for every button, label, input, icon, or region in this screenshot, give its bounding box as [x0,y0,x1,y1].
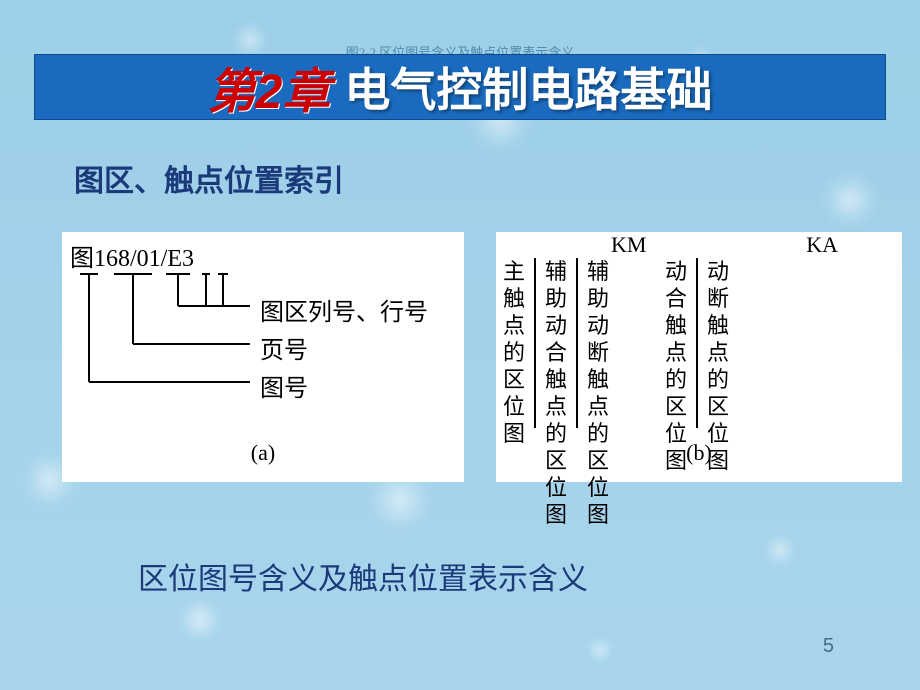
column-gap [612,258,662,428]
diagram-a-caption: (a) [62,440,464,466]
diagram-b-caption: (b) [496,440,902,466]
chapter-title-text: 电气控制电路基础 [344,54,712,120]
diagram-b-header-ka: KA [806,232,838,258]
diagram-b-header-km: KM [611,232,646,258]
chapter-title-bar: 第2章 电气控制电路基础 [34,54,886,120]
diagram-b-col-1: 主触点的区位图 [500,258,528,428]
column-divider [576,258,578,428]
figure-caption: 区位图号含义及触点位置表示含义 [138,554,588,598]
column-divider [534,258,536,428]
diagram-b-col-2: 辅助动合触点的区位图 [542,258,570,428]
diagram-b-columns: 主触点的区位图 辅助动合触点的区位图 辅助动断触点的区位图 动合触点的区位图 动… [500,258,732,428]
diagram-a-callout-3: 图号 [260,368,308,403]
chapter-number: 第2章 [208,52,331,122]
diagram-a-callout-1: 图区列号、行号 [260,292,428,327]
diagram-b-col-4: 动合触点的区位图 [662,258,690,428]
page-number: 5 [823,635,834,658]
column-divider [696,258,698,428]
section-subtitle: 图区、触点位置索引 [74,156,344,200]
diagram-a: 图168/01/E3 图区列号、行号 页号 图号 (a) [62,232,464,482]
diagram-b-col-5: 动断触点的区位图 [704,258,732,428]
diagram-b-col-3: 辅助动断触点的区位图 [584,258,612,428]
diagram-b: KM KA 主触点的区位图 辅助动合触点的区位图 辅助动断触点的区位图 动合触点… [496,232,902,482]
diagram-a-callout-2: 页号 [260,330,308,365]
